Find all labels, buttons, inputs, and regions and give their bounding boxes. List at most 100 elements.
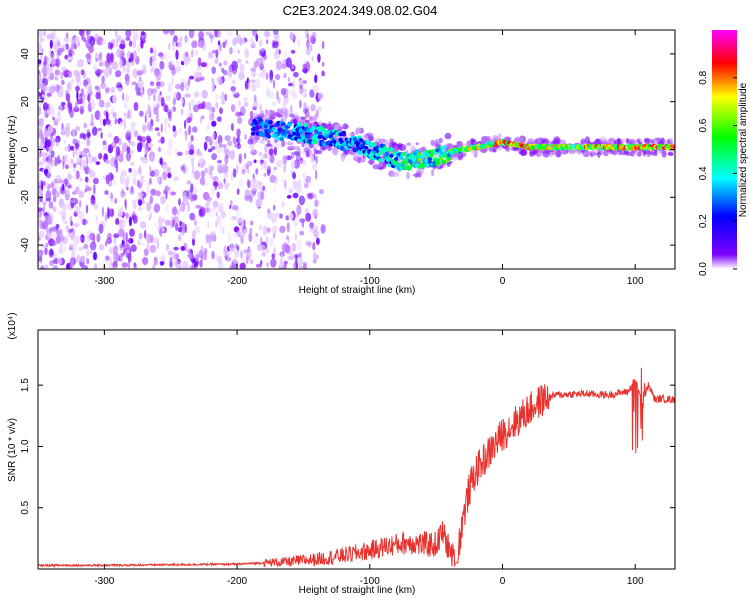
- spectrogram-noise-blob: [122, 92, 125, 101]
- spectrogram-ridge-point: [402, 151, 407, 156]
- spectrogram-noise-blob: [230, 215, 238, 221]
- spectrogram-noise-blob: [149, 195, 154, 204]
- spectrogram-noise-blob: [293, 159, 301, 169]
- spectrogram-noise-blob: [289, 32, 295, 40]
- spectrogram-noise-blob: [81, 32, 85, 41]
- spectrogram-noise-blob: [55, 209, 61, 214]
- spectrogram-noise-blob: [148, 125, 153, 132]
- spectrogram-halo-blob: [262, 137, 268, 141]
- spectrogram-noise-blob: [62, 209, 67, 217]
- spectrogram-noise-blob: [89, 249, 93, 255]
- spectrogram-noise-blob: [62, 69, 66, 77]
- spectrogram-noise-blob: [148, 142, 153, 148]
- spectrogram-noise-blob: [299, 218, 306, 223]
- colorbar-tick-label: 0.2: [698, 214, 709, 228]
- spectrogram-noise-blob: [265, 72, 269, 80]
- spectrogram-noise-blob: [96, 127, 103, 132]
- spectrogram-noise-blob: [38, 170, 41, 181]
- spectrogram-halo-blob: [406, 142, 412, 147]
- spectrogram-noise-blob: [198, 157, 202, 165]
- spectrogram-halo-blob: [398, 143, 407, 152]
- spectrogram-noise-blob: [128, 216, 132, 227]
- spectrogram-noise-blob: [174, 146, 178, 158]
- spectrogram-halo-blob: [545, 151, 551, 155]
- spectrogram-noise-blob: [156, 176, 161, 183]
- spectrogram-noise-blob: [129, 162, 135, 166]
- spectrogram-noise-blob: [41, 180, 44, 191]
- spectrogram-noise-blob: [183, 166, 189, 173]
- spectrogram-noise-blob: [184, 223, 187, 234]
- spectrogram-noise-blob: [39, 161, 45, 166]
- spectrogram-noise-blob: [137, 79, 144, 89]
- spectrogram-noise-blob: [191, 229, 196, 240]
- spectrogram-noise-blob: [92, 184, 96, 195]
- spectrogram-noise-blob: [46, 139, 52, 148]
- spectrogram-noise-blob: [321, 41, 325, 49]
- spectrogram-noise-blob: [185, 51, 189, 57]
- spectrogram-noise-blob: [193, 188, 199, 194]
- spectrogram-noise-blob: [311, 56, 314, 62]
- spectrogram-noise-blob: [119, 121, 123, 128]
- spectrogram-noise-blob: [49, 249, 54, 256]
- spectrogram-noise-blob: [152, 264, 156, 269]
- spectrogram-halo-blob: [355, 126, 362, 134]
- spectrogram-noise-blob: [145, 135, 151, 141]
- spectrogram-noise-blob: [207, 220, 210, 230]
- spectrogram-noise-blob: [164, 124, 167, 135]
- spectrogram-noise-blob: [210, 230, 217, 236]
- spectrogram-noise-blob: [182, 195, 189, 206]
- spectrogram-noise-blob: [275, 47, 280, 55]
- spectrogram-noise-blob: [186, 55, 191, 63]
- spectrogram-noise-blob: [43, 114, 46, 123]
- spectrogram-noise-blob: [104, 212, 108, 222]
- spectrogram-noise-blob: [114, 155, 118, 164]
- spectrogram-noise-blob: [286, 194, 292, 199]
- spectrogram-noise-blob: [73, 223, 80, 228]
- spectrogram-noise-blob: [121, 221, 126, 229]
- spectrogram-noise-blob: [52, 231, 57, 241]
- spectrogram-ridge-point: [429, 153, 434, 158]
- spectrogram-noise-blob: [243, 228, 246, 239]
- spectrogram-noise-blob: [193, 170, 201, 180]
- spectrogram-halo-blob: [265, 109, 270, 117]
- spectrogram-noise-blob: [216, 159, 223, 164]
- spectrogram-noise-blob: [226, 251, 232, 257]
- spectrogram-noise-blob: [190, 50, 194, 58]
- spectrogram-halo-blob: [609, 150, 616, 154]
- spectrogram-noise-blob: [230, 104, 236, 113]
- spectrogram-noise-blob: [288, 212, 294, 221]
- spectrogram-halo-blob: [288, 145, 295, 149]
- spectrogram-halo-blob: [647, 138, 654, 142]
- spectrogram-noise-blob: [88, 45, 94, 54]
- spectrogram-noise-blob: [158, 94, 162, 100]
- spectrogram-noise-blob: [243, 219, 246, 229]
- spectrogram-noise-blob: [274, 74, 281, 81]
- spectrogram-noise-blob: [148, 107, 152, 115]
- spectrogram-noise-blob: [146, 201, 152, 212]
- spectrogram-noise-blob: [57, 111, 61, 118]
- spectrogram-noise-blob: [179, 220, 183, 227]
- spectrogram-noise-blob: [118, 228, 125, 237]
- spectrogram-noise-blob: [259, 103, 263, 112]
- spectrogram-noise-blob: [63, 139, 66, 144]
- spectrogram-noise-blob: [105, 174, 110, 185]
- spectrogram-noise-blob: [273, 166, 277, 171]
- spectrogram-noise-blob: [126, 186, 129, 191]
- spectrogram-noise-blob: [288, 187, 293, 194]
- spectrogram-noise-blob: [46, 33, 52, 40]
- spectrogram-noise-blob: [102, 144, 109, 151]
- spectrogram-noise-blob: [216, 191, 220, 199]
- spectrogram-noise-blob: [224, 135, 231, 142]
- spectrogram-noise-blob: [229, 47, 233, 55]
- spectrogram-noise-blob: [298, 257, 304, 267]
- spectrogram-noise-blob: [135, 91, 142, 96]
- spectrogram-noise-blob: [229, 204, 232, 210]
- spectrogram-noise-blob: [221, 99, 225, 105]
- spectrogram-noise-blob: [253, 60, 258, 67]
- spectrogram-noise-blob: [291, 64, 295, 70]
- spectrogram-halo-blob: [415, 142, 419, 146]
- spectrogram-noise-blob: [269, 237, 274, 247]
- spectrogram-noise-blob: [143, 248, 149, 257]
- spectrogram-noise-blob: [83, 147, 90, 154]
- spectrogram-noise-blob: [99, 113, 102, 123]
